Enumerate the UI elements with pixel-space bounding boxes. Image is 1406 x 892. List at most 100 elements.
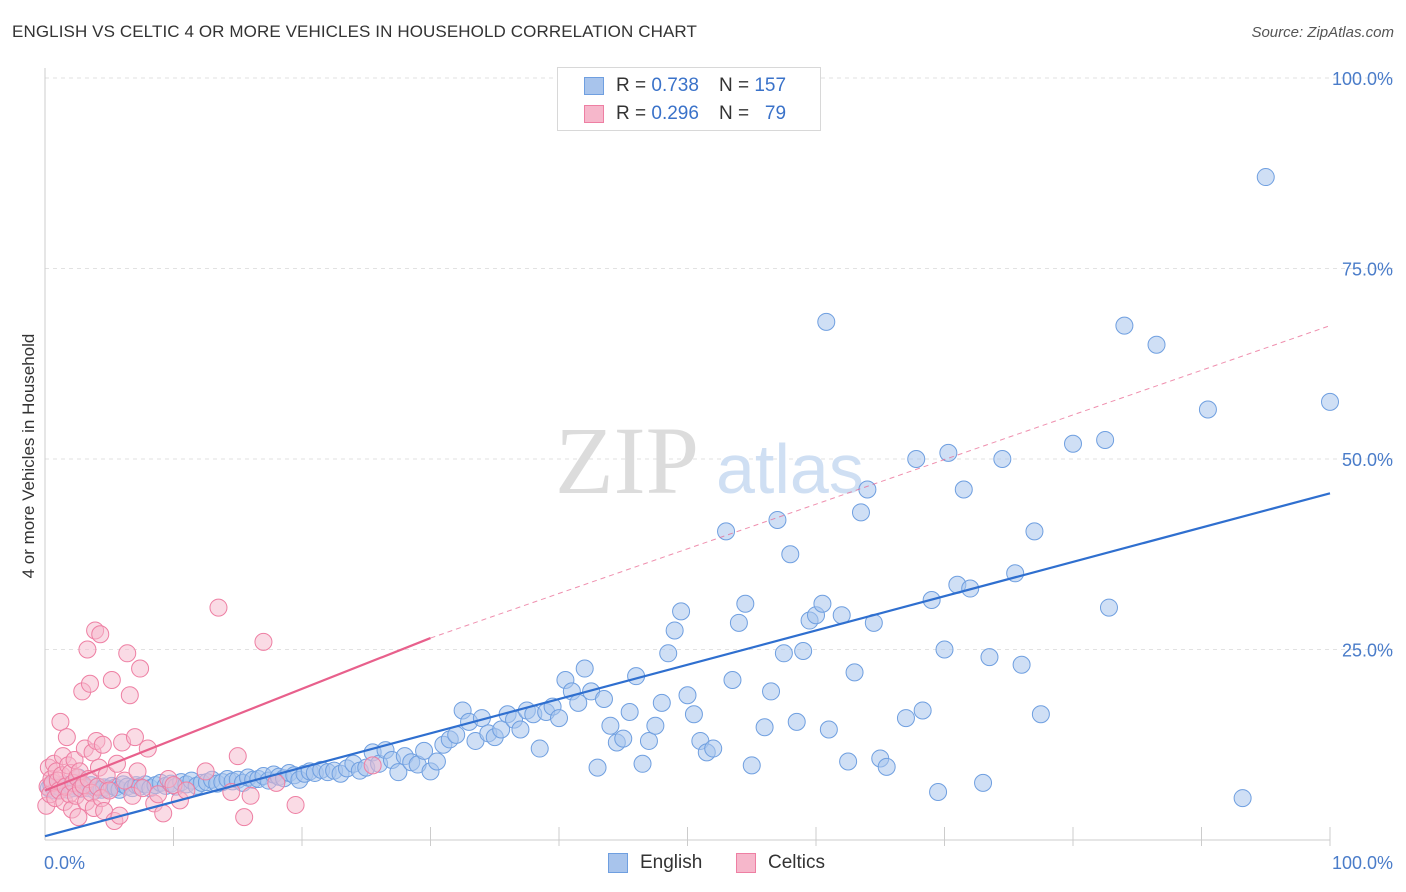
english-point [1321, 392, 1339, 411]
english-point [781, 545, 800, 564]
celtic-point [128, 762, 147, 781]
english-point [980, 648, 999, 667]
english-point [1115, 316, 1134, 335]
celtic-point [91, 625, 110, 644]
celtic-point [149, 785, 168, 804]
source-label: Source: ZipAtlas.com [1251, 24, 1394, 41]
english-point [817, 312, 836, 331]
english-point [652, 693, 671, 712]
english-point [550, 709, 568, 728]
celtic-point [133, 779, 152, 798]
english-point [389, 763, 408, 782]
english-point [939, 443, 958, 462]
english-point [1198, 400, 1217, 419]
watermark-zip: ZIP [555, 407, 699, 514]
celtic-point [118, 644, 137, 663]
english-point [594, 690, 613, 709]
legend-swatch-english [584, 77, 604, 95]
english-point [684, 705, 703, 724]
english-point [1012, 655, 1031, 674]
celtic-point [209, 598, 228, 617]
celtic-point [363, 756, 382, 775]
celtic-trendline-extension [430, 325, 1331, 639]
celtic-point [115, 771, 134, 790]
english-point [659, 644, 678, 663]
tick-labels: 100.0% 75.0% 50.0% 25.0% 0.0% 100.0% [44, 69, 1393, 873]
english-point [954, 480, 973, 499]
english-point [742, 756, 761, 775]
trendlines [44, 325, 1331, 838]
english-point [704, 739, 723, 758]
english-point [736, 594, 755, 613]
english-point [794, 642, 813, 661]
watermark-atlas: atlas [716, 430, 864, 508]
bottom-legend-swatch-celtics [736, 853, 756, 873]
chart-title: ENGLISH VS CELTIC 4 OR MORE VEHICLES IN … [12, 22, 697, 41]
english-point [415, 741, 434, 760]
english-point [1099, 598, 1118, 617]
legend-r-value: 0.738 [651, 75, 699, 96]
english-point [511, 720, 530, 739]
english-point [620, 702, 639, 721]
celtic-series [37, 598, 382, 830]
celtic-point [241, 786, 260, 805]
x-tick-label: 100.0% [1332, 853, 1393, 873]
english-point [813, 594, 832, 613]
legend-n-label: N = [718, 75, 750, 96]
celtic-point [80, 674, 99, 693]
legend-n-value: 79 [764, 103, 787, 124]
english-point [1096, 430, 1115, 449]
english-point [614, 729, 633, 748]
celtic-point [57, 728, 76, 747]
bottom-legend-swatch-english [608, 853, 628, 873]
english-point [672, 602, 691, 621]
english-point [729, 613, 748, 632]
celtic-trendline [44, 637, 431, 792]
english-point [858, 480, 877, 499]
english-point [601, 716, 620, 735]
axes [44, 68, 1331, 846]
english-point [646, 716, 665, 735]
english-point [1031, 705, 1050, 724]
celtic-point [286, 795, 305, 814]
y-tick-label: 100.0% [1332, 69, 1393, 89]
bottom-legend-label-celtics: Celtics [768, 852, 826, 873]
legend-r-label: R = [616, 75, 647, 96]
english-point [1064, 434, 1082, 453]
english-point [1256, 168, 1275, 187]
celtic-point [93, 735, 112, 754]
celtic-point [69, 808, 88, 827]
celtic-point [254, 632, 273, 651]
y-tick-label: 50.0% [1342, 450, 1393, 470]
english-point [755, 718, 774, 737]
english-point [427, 752, 446, 771]
celtic-point [120, 686, 139, 705]
english-point [839, 752, 858, 771]
bottom-legend-english[interactable]: English [608, 852, 702, 874]
english-point [787, 712, 806, 731]
celtic-point [125, 728, 144, 747]
english-point [633, 754, 652, 773]
legend-swatch-celtics [584, 105, 604, 123]
english-point [639, 731, 658, 750]
english-point [929, 782, 948, 801]
bottom-legend-label-english: English [640, 852, 703, 873]
x-tick-label: 0.0% [44, 853, 85, 873]
english-point [723, 670, 742, 689]
y-tick-label: 25.0% [1342, 641, 1393, 661]
english-point [678, 686, 697, 705]
bottom-legend-celtics[interactable]: Celtics [736, 852, 825, 874]
english-point [575, 659, 594, 678]
legend-r-label: R = [616, 103, 647, 124]
english-point [845, 663, 864, 682]
english-point [993, 450, 1012, 468]
celtic-point [102, 670, 121, 689]
english-point [530, 739, 549, 758]
celtic-point [51, 712, 70, 731]
grid-lines [45, 77, 1393, 650]
english-point [1147, 335, 1166, 354]
bottom-legend: English Celtics [0, 852, 1406, 878]
celtic-point [138, 739, 157, 758]
english-point [819, 720, 838, 739]
